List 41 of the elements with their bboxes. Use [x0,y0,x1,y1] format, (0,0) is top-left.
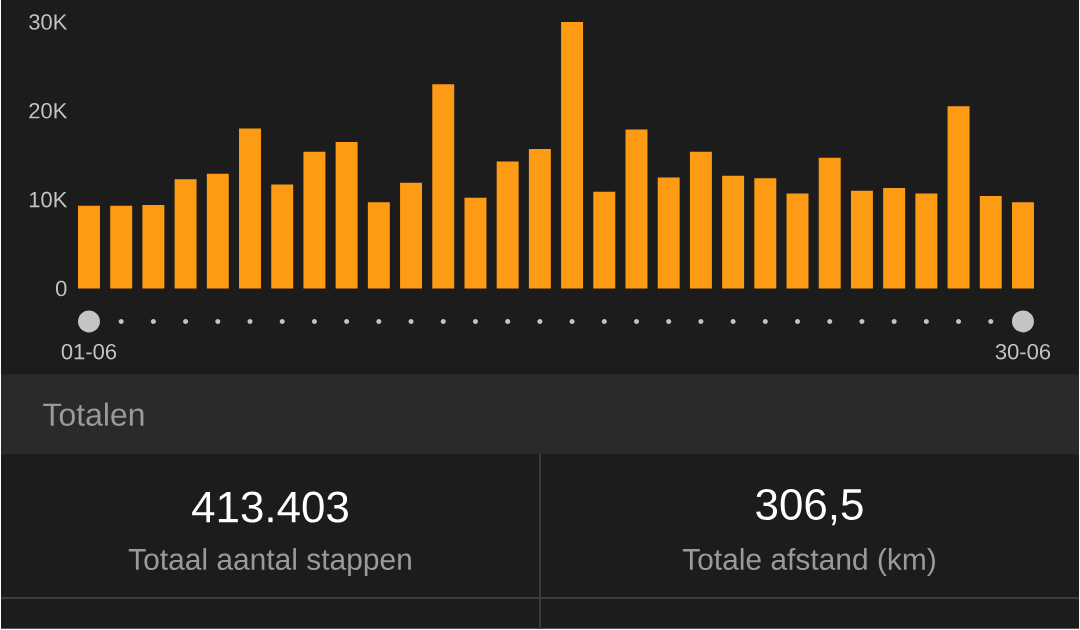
text: 306,5 [756,488,863,526]
x-tick-label: 01-06 [61,343,117,360]
text: Totalen [43,402,144,427]
y-tick-label: 30K [29,14,68,30]
bar [625,129,648,289]
x-tick-label: 30-06 [995,343,1051,360]
bar [110,205,133,289]
bar [818,157,841,289]
bar [915,193,938,289]
bar [174,179,197,289]
text: 413.403 [192,491,348,523]
bar [77,205,100,289]
bar [657,177,680,289]
y-tick-label: 20K [29,103,68,119]
bar [883,188,906,289]
bar [496,161,519,289]
bar [303,151,326,289]
y-tick-label: 10K [29,191,68,208]
bar [722,175,745,289]
bar [206,173,229,289]
bar [593,191,616,289]
bar [561,22,584,289]
bar [1012,202,1034,289]
bar [400,182,423,289]
text: Totaal aantal stappen [128,548,411,576]
y-tick-label: 0 [55,280,67,297]
bar [689,151,712,289]
bar [239,128,261,289]
text: Totale afstand (km) [682,548,935,576]
bar [142,205,165,289]
bar [979,196,1002,289]
bar [528,149,551,289]
bar [367,202,390,289]
bar [850,190,873,289]
bar [947,106,970,289]
bar [754,178,777,289]
bar [786,193,809,289]
bar [271,184,294,289]
bar [432,84,455,289]
bar [335,141,358,289]
bar [464,197,487,289]
